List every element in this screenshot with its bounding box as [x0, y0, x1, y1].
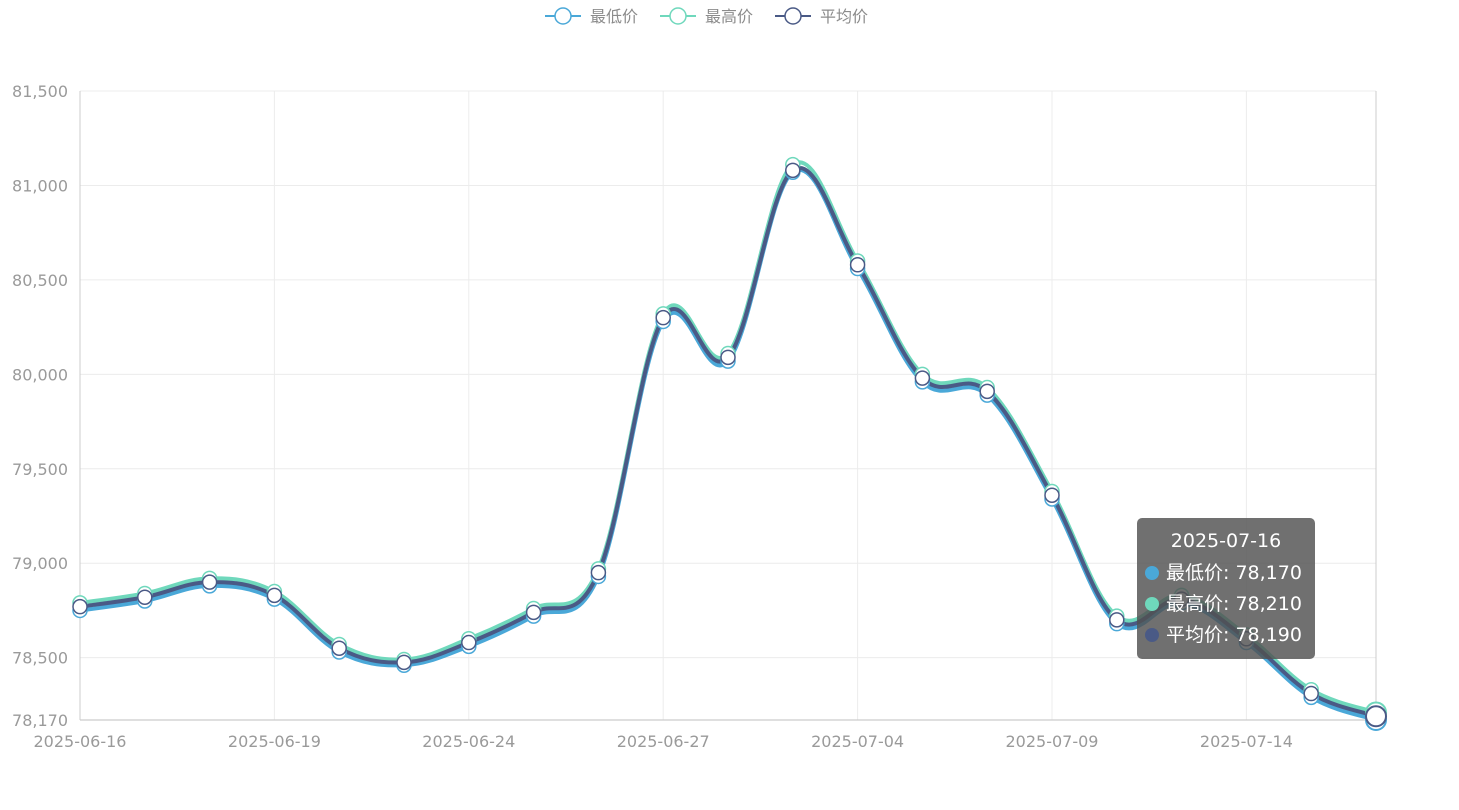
- data-point-avg: [720, 349, 736, 366]
- legend-marker: [784, 7, 802, 25]
- data-point-avg: [979, 383, 995, 400]
- data-point-avg: [849, 257, 866, 273]
- tooltip-low-dot: [1145, 566, 1159, 580]
- data-point-avg: [590, 564, 607, 581]
- tooltip-row-avg: 平均价: 78,190: [1145, 620, 1315, 651]
- legend-label: 最低价: [590, 7, 638, 26]
- tooltip-high-dot: [1145, 597, 1159, 611]
- tooltip-high-text: 最高价: 78,210: [1166, 593, 1302, 615]
- data-point-avg: [461, 634, 477, 651]
- data-point-avg: [1109, 612, 1125, 628]
- legend-label: 最高价: [705, 7, 753, 26]
- data-point-avg: [137, 589, 153, 605]
- data-point-avg: [72, 598, 88, 615]
- x-tick-label: 2025-06-27: [617, 732, 710, 751]
- y-tick-label: 81,500: [12, 82, 68, 101]
- x-tick-label: 2025-06-24: [422, 732, 515, 751]
- x-tick-label: 2025-07-14: [1200, 732, 1293, 751]
- legend-marker: [554, 7, 572, 25]
- data-point-avg: [1365, 705, 1387, 728]
- x-tick-label: 2025-07-09: [1006, 732, 1099, 751]
- y-tick-label: 79,000: [12, 554, 68, 573]
- tooltip-title: 2025-07-16: [1170, 530, 1282, 552]
- chart-tooltip: 2025-07-16 最低价: 78,170 最高价: 78,210 平均价: …: [1137, 518, 1315, 659]
- y-tick-label: 78,500: [12, 649, 68, 668]
- tooltip-row-low: 最低价: 78,170: [1145, 558, 1315, 589]
- y-tick-label: 80,000: [12, 365, 68, 384]
- y-tick-label: 79,500: [12, 460, 68, 479]
- legend-marker: [669, 7, 687, 25]
- tooltip-avg-dot: [1145, 628, 1159, 642]
- x-tick-label: 2025-06-19: [228, 732, 321, 751]
- y-tick-label: 78,170: [12, 711, 68, 730]
- tooltip-avg-text: 平均价: 78,190: [1166, 624, 1302, 646]
- x-tick-label: 2025-07-04: [811, 732, 904, 751]
- data-point-avg: [914, 370, 931, 386]
- data-point-avg: [1303, 685, 1319, 702]
- y-tick-label: 81,000: [12, 176, 68, 195]
- data-point-avg: [331, 640, 347, 656]
- tooltip-low-text: 最低价: 78,170: [1166, 562, 1302, 584]
- data-point-avg: [655, 309, 671, 326]
- y-tick-label: 80,500: [12, 271, 68, 290]
- data-point-avg: [525, 604, 542, 621]
- data-point-avg: [266, 587, 283, 604]
- x-tick-label: 2025-06-16: [34, 732, 127, 751]
- data-point-avg: [785, 162, 801, 179]
- data-point-avg: [396, 654, 412, 671]
- tooltip-row-high: 最高价: 78,210: [1145, 589, 1315, 620]
- data-point-avg: [1044, 487, 1060, 503]
- data-point-avg: [201, 574, 218, 590]
- legend-label: 平均价: [820, 7, 868, 26]
